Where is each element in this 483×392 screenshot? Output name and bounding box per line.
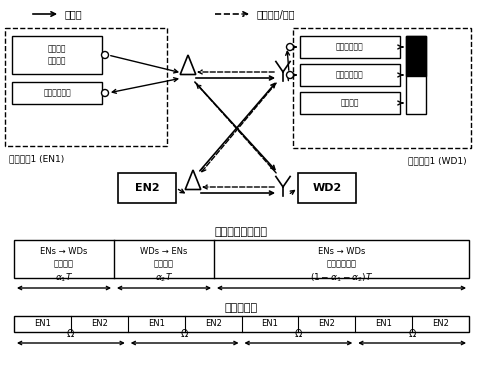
Text: 无线通信电路: 无线通信电路 <box>43 89 71 98</box>
Text: $\Omega$: $\Omega$ <box>66 327 75 339</box>
Text: $\alpha_1 T$: $\alpha_1 T$ <box>55 272 73 284</box>
Text: 传感电路: 传感电路 <box>341 98 359 107</box>
Text: 能量节点1 (EN1): 能量节点1 (EN1) <box>9 154 64 163</box>
FancyBboxPatch shape <box>14 240 469 278</box>
Text: 传输时间时隙分配: 传输时间时隙分配 <box>214 227 268 237</box>
FancyBboxPatch shape <box>12 82 102 104</box>
FancyBboxPatch shape <box>5 28 167 146</box>
Text: WDs → ENs
信道反馈: WDs → ENs 信道反馈 <box>141 247 188 269</box>
Circle shape <box>286 44 294 51</box>
Text: $\Omega$: $\Omega$ <box>294 327 303 339</box>
FancyBboxPatch shape <box>293 28 471 148</box>
Text: 信道训练/反馈: 信道训练/反馈 <box>257 9 296 19</box>
Text: 无线通信电路: 无线通信电路 <box>336 71 364 80</box>
Text: EN2: EN2 <box>91 319 108 328</box>
Text: EN1: EN1 <box>34 319 51 328</box>
FancyBboxPatch shape <box>12 36 102 74</box>
Circle shape <box>101 89 109 96</box>
Text: $\alpha_2 T$: $\alpha_2 T$ <box>155 272 173 284</box>
FancyBboxPatch shape <box>14 316 469 332</box>
FancyBboxPatch shape <box>300 64 400 86</box>
Text: EN2: EN2 <box>432 319 449 328</box>
FancyBboxPatch shape <box>406 36 426 114</box>
Text: $(1-\alpha_1-\alpha_2)T$: $(1-\alpha_1-\alpha_2)T$ <box>310 272 373 284</box>
Text: ENs → WDs
无线能量传输: ENs → WDs 无线能量传输 <box>318 247 365 269</box>
Text: EN2: EN2 <box>135 183 159 193</box>
Text: EN2: EN2 <box>318 319 335 328</box>
FancyBboxPatch shape <box>406 36 426 76</box>
Circle shape <box>286 71 294 78</box>
Text: ENs → WDs
信道训练: ENs → WDs 信道训练 <box>40 247 88 269</box>
Text: 能量流: 能量流 <box>65 9 83 19</box>
Text: 无线终端1 (WD1): 无线终端1 (WD1) <box>408 156 467 165</box>
Text: EN2: EN2 <box>205 319 222 328</box>
Text: 射频能量
发送电路: 射频能量 发送电路 <box>48 45 66 65</box>
Text: $\Omega$: $\Omega$ <box>408 327 417 339</box>
FancyBboxPatch shape <box>300 92 400 114</box>
Text: WD2: WD2 <box>313 183 341 193</box>
Circle shape <box>101 51 109 58</box>
Text: $\Omega$: $\Omega$ <box>180 327 189 339</box>
FancyBboxPatch shape <box>118 173 176 203</box>
Text: 能量采集电路: 能量采集电路 <box>336 42 364 51</box>
Text: EN1: EN1 <box>375 319 392 328</box>
Text: EN1: EN1 <box>148 319 165 328</box>
FancyBboxPatch shape <box>298 173 356 203</box>
Text: 子频段分配: 子频段分配 <box>225 303 257 313</box>
FancyBboxPatch shape <box>300 36 400 58</box>
Text: EN1: EN1 <box>261 319 278 328</box>
